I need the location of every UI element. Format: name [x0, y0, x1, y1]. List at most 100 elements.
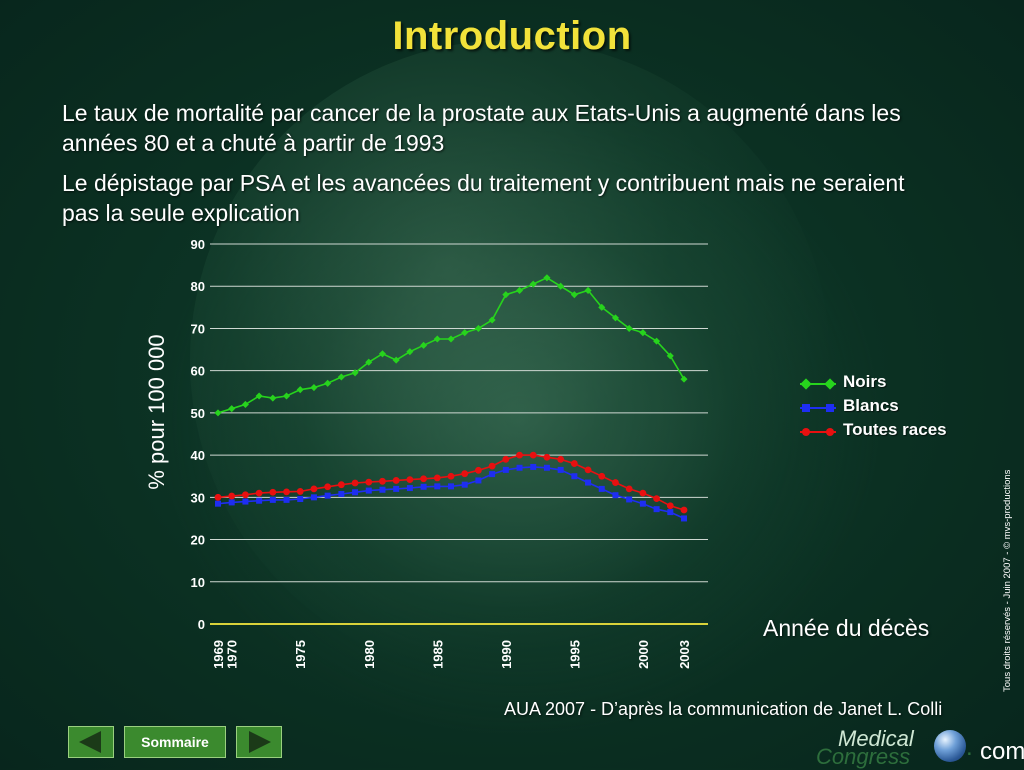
data-point [310, 485, 318, 493]
data-point [420, 475, 427, 483]
data-point [570, 291, 578, 299]
y-tick-label: 30 [191, 490, 205, 505]
data-point [378, 350, 387, 358]
data-point [351, 369, 359, 377]
legend-line [800, 407, 836, 409]
previous-slide-button[interactable] [68, 726, 114, 758]
data-point [215, 500, 221, 507]
data-point [489, 471, 496, 478]
data-point [448, 483, 454, 490]
data-point [681, 515, 687, 522]
data-point [283, 488, 290, 496]
legend-line [800, 383, 836, 385]
square-marker-icon [802, 404, 810, 412]
data-point [241, 400, 249, 408]
data-point [475, 477, 482, 484]
data-point [585, 479, 592, 486]
data-point [297, 496, 304, 503]
data-point [255, 392, 263, 400]
data-point [406, 485, 413, 492]
data-point [515, 286, 524, 294]
globe-icon [934, 730, 966, 762]
data-point [584, 286, 592, 294]
data-point [612, 492, 619, 499]
legend-swatch-noirs [800, 378, 836, 390]
data-point [475, 466, 482, 474]
data-point [667, 509, 674, 516]
y-tick-label: 70 [191, 321, 205, 336]
data-point [557, 282, 565, 290]
legend-swatch-blancs [800, 404, 836, 412]
data-point [598, 472, 606, 480]
data-point [557, 455, 565, 463]
square-marker-icon [826, 404, 834, 412]
left-arrow-icon [79, 731, 101, 753]
y-tick-label: 50 [191, 406, 205, 421]
data-point [571, 473, 578, 480]
data-point [611, 314, 620, 322]
copyright-notice: Tous droits réservés - Juin 2007 - © mvs… [1002, 469, 1013, 692]
circle-marker-icon [802, 428, 810, 436]
data-point [433, 474, 441, 482]
data-point [406, 476, 414, 483]
data-point [461, 329, 469, 337]
data-point [584, 466, 592, 474]
data-point [529, 451, 537, 459]
data-point [680, 506, 688, 514]
data-point [488, 462, 496, 470]
sommaire-button[interactable]: Sommaire [124, 726, 226, 758]
series-line [217, 276, 685, 414]
data-point [612, 479, 619, 486]
data-point [269, 496, 276, 503]
data-point [420, 341, 428, 349]
next-slide-button[interactable] [236, 726, 282, 758]
data-point [502, 466, 509, 473]
data-point [242, 498, 249, 505]
x-tick-label: 2000 [636, 640, 651, 669]
data-point [392, 356, 400, 364]
data-point [639, 489, 647, 497]
data-point [269, 488, 277, 496]
y-tick-label: 20 [191, 533, 205, 548]
x-tick-label: 1995 [567, 640, 582, 669]
diamond-marker-icon [800, 378, 812, 390]
source-citation: AUA 2007 - D’après la communication de J… [504, 699, 943, 719]
data-point [228, 492, 236, 500]
slide-title: Introduction [392, 14, 632, 58]
y-tick-label: 40 [191, 448, 205, 463]
data-point [598, 303, 606, 311]
data-point [625, 485, 633, 493]
data-point [352, 489, 359, 496]
y-tick-label: 60 [191, 364, 205, 379]
x-tick-label: 1969 [211, 640, 226, 669]
data-point [406, 348, 414, 356]
data-point [516, 464, 523, 471]
data-point [653, 337, 661, 345]
data-point [502, 455, 510, 463]
y-tick-label: 90 [191, 237, 205, 252]
data-point [639, 329, 647, 337]
data-point [365, 487, 372, 494]
data-point [365, 478, 373, 486]
data-point [338, 490, 345, 497]
data-point [255, 489, 263, 497]
data-point [214, 493, 222, 501]
data-point [379, 477, 386, 485]
data-point [666, 502, 674, 510]
series-blancs [215, 463, 687, 522]
intro-paragraph-1: Le taux de mortalité par cancer de la pr… [62, 100, 901, 156]
data-point [269, 394, 277, 402]
medical-congress-logo: Medical Congress . com [810, 726, 1024, 769]
right-arrow-icon [249, 731, 271, 753]
logo-text-congress: Congress [816, 744, 911, 769]
y-axis-label: % pour 100 000 [144, 334, 169, 489]
x-tick-label: 1990 [499, 640, 514, 669]
data-point [557, 466, 564, 473]
legend-label: Toutes races [843, 420, 947, 439]
data-point [680, 375, 688, 383]
chart-series [214, 274, 688, 522]
data-point [242, 491, 249, 499]
data-point [653, 506, 660, 513]
data-point [543, 274, 551, 282]
legend-label: Noirs [843, 372, 887, 391]
